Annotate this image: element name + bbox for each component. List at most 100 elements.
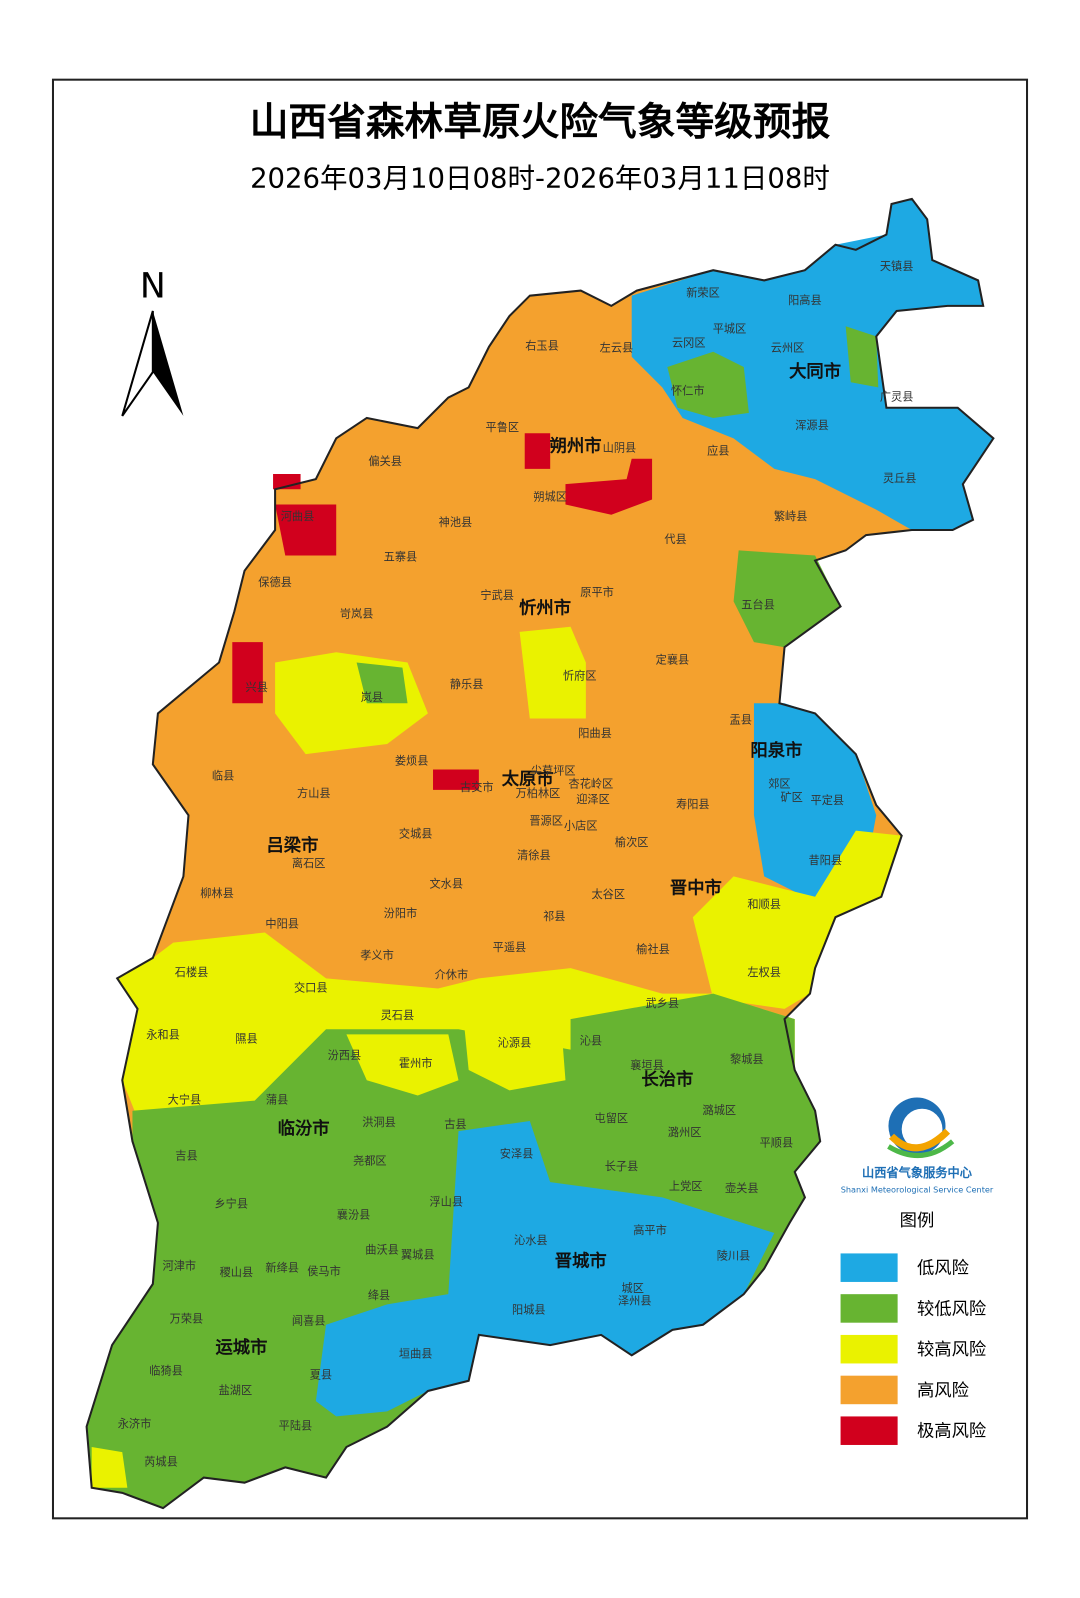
county-label: 宁武县 [480, 588, 514, 602]
county-label: 文水县 [429, 877, 463, 891]
county-label: 岚县 [361, 691, 383, 704]
county-label: 平陆县 [279, 1419, 313, 1433]
county-label: 昔阳县 [808, 854, 842, 867]
county-label: 万荣县 [170, 1313, 204, 1326]
county-label: 右玉县 [525, 339, 559, 353]
county-label: 河津市 [163, 1259, 197, 1273]
city-label: 晋中市 [670, 878, 722, 899]
legend-swatch [840, 1334, 898, 1364]
county-label: 左云县 [600, 342, 634, 355]
county-label: 平城区 [713, 322, 747, 335]
city-label: 太原市 [502, 769, 554, 790]
county-label: 平顺县 [760, 1136, 794, 1149]
risk-area [356, 662, 408, 704]
county-label: 神池县 [439, 515, 473, 529]
county-label: 新荣区 [686, 286, 720, 300]
county-label: 平定县 [811, 793, 845, 807]
county-label: 襄汾县 [337, 1208, 371, 1222]
county-label: 天镇县 [880, 259, 914, 273]
city-label: 阳泉市 [750, 740, 802, 761]
county-label: 孝义市 [360, 948, 394, 962]
logo: 山西省气象服务中心 Shanxi Meteorological Service … [841, 1097, 994, 1194]
county-label: 阳城县 [512, 1303, 546, 1316]
county-label: 闻喜县 [292, 1314, 326, 1328]
legend-label: 较低风险 [917, 1299, 986, 1319]
county-label: 山阴县 [603, 442, 637, 455]
risk-area [232, 642, 263, 704]
county-label: 蒲县 [266, 1093, 288, 1107]
legend-swatch [840, 1375, 898, 1405]
city-label: 忻州市 [519, 597, 571, 618]
county-label: 河曲县 [281, 510, 315, 523]
county-label: 云州区 [771, 342, 805, 355]
county-label: 古县 [444, 1118, 466, 1131]
city-label: 晋城市 [555, 1251, 607, 1272]
legend-swatch [840, 1253, 898, 1282]
county-label: 代县 [664, 533, 686, 546]
county-label: 泽州县 [618, 1294, 652, 1307]
county-label: 榆社县 [636, 942, 670, 956]
county-label: 中阳县 [265, 917, 299, 930]
legend-swatch [840, 1416, 898, 1445]
county-label: 洪洞县 [362, 1115, 396, 1129]
county-label: 陵川县 [717, 1249, 751, 1262]
county-label: 上党区 [669, 1179, 703, 1193]
county-label: 五台县 [741, 597, 775, 611]
city-label: 长治市 [641, 1069, 693, 1090]
county-label: 汾阳市 [384, 906, 418, 920]
county-label: 广灵县 [880, 391, 914, 404]
city-label: 朔州市 [550, 435, 602, 456]
county-label: 云冈区 [672, 337, 706, 350]
county-label: 平鲁区 [486, 420, 520, 434]
county-label: 侯马市 [307, 1264, 341, 1278]
county-label: 尧都区 [353, 1155, 387, 1168]
county-label: 垣曲县 [399, 1347, 433, 1360]
county-label: 新绛县 [265, 1261, 299, 1275]
county-label: 长子县 [605, 1160, 639, 1173]
legend-label: 低风险 [917, 1259, 969, 1279]
risk-area [275, 504, 337, 556]
county-label: 寿阳县 [676, 797, 710, 811]
county-label: 武乡县 [645, 997, 679, 1010]
county-label: 保德县 [258, 575, 292, 589]
county-label: 应县 [707, 444, 729, 458]
risk-area [845, 326, 879, 388]
county-label: 原平市 [580, 585, 614, 599]
county-label: 盂县 [730, 714, 752, 727]
county-label: 清徐县 [517, 848, 551, 862]
county-label: 城区 [622, 1282, 644, 1295]
county-label: 屯留区 [595, 1112, 629, 1125]
county-label: 交口县 [294, 981, 328, 995]
county-label: 阳高县 [788, 293, 822, 307]
county-label: 繁峙县 [774, 509, 808, 523]
county-label: 曲沃县 [365, 1243, 399, 1256]
county-label: 静乐县 [450, 677, 484, 691]
risk-area [463, 1013, 566, 1091]
county-label: 兴县 [246, 681, 268, 694]
county-label: 沁水县 [514, 1234, 548, 1247]
county-label: 娄烦县 [395, 754, 429, 767]
county-label: 霍州市 [399, 1056, 433, 1070]
county-label: 和顺县 [747, 898, 781, 911]
county-label: 潞州区 [668, 1125, 702, 1139]
legend-label: 较高风险 [917, 1340, 986, 1360]
county-label: 永和县 [146, 1027, 180, 1041]
county-label: 绛县 [368, 1288, 390, 1302]
risk-area [91, 1447, 128, 1488]
county-label: 夏县 [310, 1369, 332, 1382]
county-label: 临猗县 [149, 1364, 183, 1378]
map-subtitle: 2026年03月10日08时-2026年03月11日08时 [250, 163, 830, 195]
county-label: 五寨县 [384, 550, 418, 564]
province-outline [85, 197, 995, 1510]
north-label: N [140, 267, 166, 307]
legend-title: 图例 [900, 1211, 935, 1231]
risk-area [519, 626, 586, 719]
county-label: 平遥县 [493, 941, 527, 954]
county-label: 沁源县 [498, 1036, 532, 1050]
county-label: 稷山县 [220, 1266, 254, 1279]
county-label: 定襄县 [656, 652, 690, 666]
county-label: 石楼县 [175, 965, 209, 979]
risk-area [692, 830, 902, 1009]
risk-area [565, 458, 653, 515]
